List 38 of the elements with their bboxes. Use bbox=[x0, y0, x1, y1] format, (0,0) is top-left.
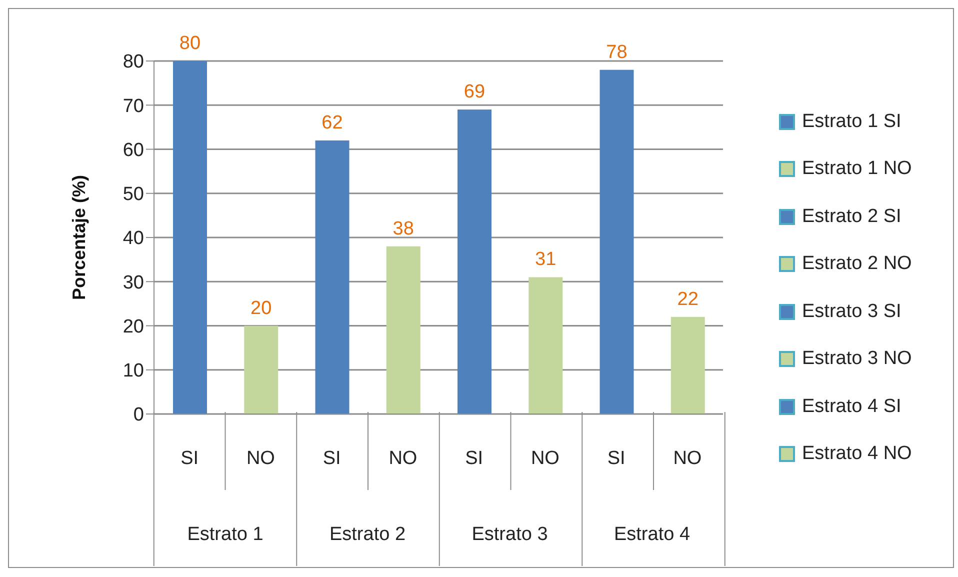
data-label: 69 bbox=[464, 82, 486, 103]
data-label: 31 bbox=[535, 249, 556, 270]
y-tick-label: 50 bbox=[122, 184, 144, 206]
data-label: 62 bbox=[322, 112, 343, 134]
x-tick-label: SI bbox=[180, 448, 199, 469]
y-tick-label: 80 bbox=[122, 52, 144, 73]
legend-label: Estrato 2 SI bbox=[802, 206, 902, 228]
data-label: 38 bbox=[392, 218, 414, 240]
data-label: 20 bbox=[250, 298, 272, 319]
y-tick-label: 30 bbox=[122, 272, 144, 294]
x-tick-label: SI bbox=[465, 448, 484, 469]
y-tick-label: 40 bbox=[122, 228, 144, 250]
y-tick-label: 20 bbox=[122, 316, 144, 338]
x-tick-label: NO bbox=[530, 448, 560, 469]
legend-label: Estrato 3 SI bbox=[802, 300, 902, 323]
x-tick-label: SI bbox=[322, 448, 341, 469]
legend-label: Estrato 4 SI bbox=[802, 396, 902, 418]
legend-label: Estrato 1 NO bbox=[802, 158, 912, 180]
text: Estrato 1 bbox=[187, 524, 264, 545]
legend-label: Estrato 3 NO bbox=[802, 348, 912, 370]
legend-label: Estrato 1 SI bbox=[802, 110, 902, 133]
y-tick-label: 60 bbox=[122, 140, 144, 161]
y-axis-title: Porcentaje (%) bbox=[69, 174, 89, 300]
text: Estrato 2 bbox=[329, 524, 406, 545]
x-tick-label: NO bbox=[246, 448, 275, 469]
data-label: 78 bbox=[606, 42, 628, 63]
legend-label: Estrato 2 NO bbox=[802, 253, 912, 276]
text: Estrato 4 bbox=[614, 524, 690, 545]
y-tick-label: 70 bbox=[122, 96, 144, 117]
x-tick-label: SI bbox=[607, 448, 626, 469]
x-tick-label: NO bbox=[673, 448, 702, 469]
data-label: 22 bbox=[677, 288, 698, 310]
legend-label: Estrato 4 NO bbox=[802, 443, 912, 466]
text: Estrato 3 bbox=[472, 524, 548, 545]
y-tick-label: 10 bbox=[122, 360, 144, 382]
data-label: 80 bbox=[179, 33, 201, 54]
y-tick-label: 0 bbox=[133, 404, 144, 426]
x-tick-label: NO bbox=[388, 448, 418, 469]
